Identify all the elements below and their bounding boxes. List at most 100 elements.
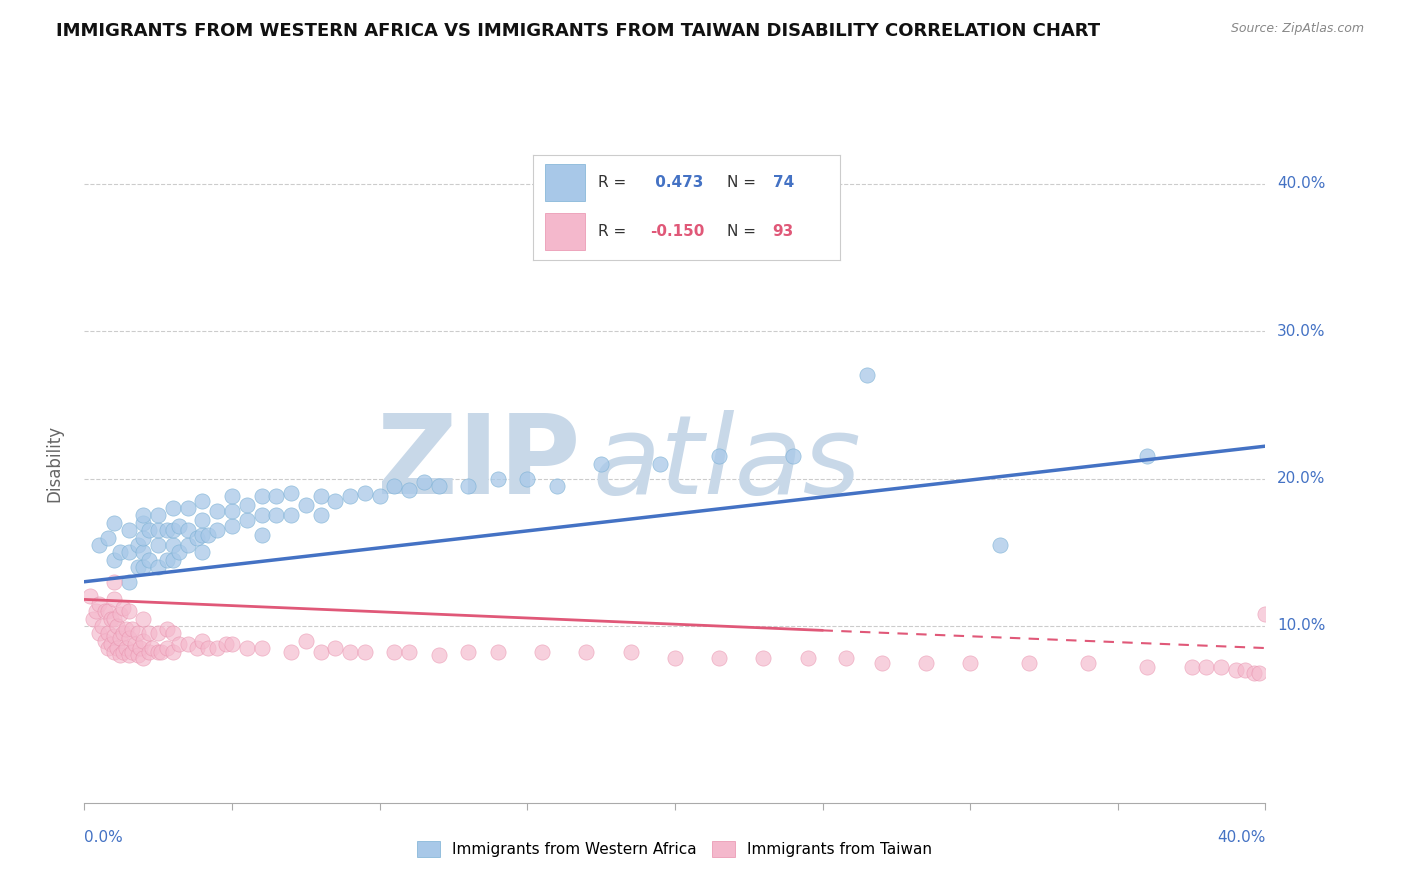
- Point: [197, 527, 219, 541]
- Point: [132, 516, 155, 530]
- Point: [1243, 666, 1265, 681]
- Text: Source: ZipAtlas.com: Source: ZipAtlas.com: [1230, 22, 1364, 36]
- Point: [354, 486, 377, 500]
- Point: [103, 629, 125, 643]
- Point: [1018, 656, 1040, 670]
- Text: N =: N =: [727, 224, 755, 239]
- Point: [221, 518, 243, 533]
- Point: [162, 501, 184, 516]
- FancyBboxPatch shape: [546, 213, 585, 250]
- Point: [127, 648, 149, 663]
- Point: [323, 641, 347, 656]
- Point: [516, 472, 538, 486]
- Point: [118, 574, 141, 589]
- Point: [148, 560, 170, 574]
- Text: 20.0%: 20.0%: [1277, 471, 1326, 486]
- Point: [148, 626, 170, 640]
- Point: [1180, 660, 1202, 674]
- Point: [148, 538, 170, 552]
- Point: [162, 552, 184, 566]
- Point: [121, 645, 143, 659]
- Point: [132, 531, 155, 545]
- Point: [162, 626, 184, 640]
- Point: [368, 489, 391, 503]
- Point: [148, 645, 170, 659]
- Point: [427, 648, 450, 663]
- Point: [103, 552, 125, 566]
- Point: [221, 637, 243, 651]
- Point: [914, 656, 936, 670]
- Point: [129, 641, 152, 656]
- Point: [191, 527, 214, 541]
- Point: [855, 368, 877, 383]
- Point: [264, 489, 288, 503]
- Point: [354, 645, 377, 659]
- Point: [138, 523, 160, 537]
- Point: [988, 538, 1011, 552]
- Point: [108, 631, 131, 645]
- Point: [427, 479, 450, 493]
- Text: R =: R =: [598, 224, 626, 239]
- Point: [486, 645, 509, 659]
- Point: [156, 622, 179, 636]
- Point: [177, 637, 200, 651]
- Text: N =: N =: [727, 175, 755, 190]
- Point: [264, 508, 288, 523]
- Point: [1136, 660, 1159, 674]
- Point: [118, 604, 141, 618]
- Point: [664, 651, 686, 665]
- Point: [167, 637, 190, 651]
- Point: [619, 645, 641, 659]
- Point: [309, 489, 332, 503]
- Text: R =: R =: [598, 175, 626, 190]
- Point: [132, 508, 155, 523]
- Point: [103, 516, 125, 530]
- Point: [382, 645, 406, 659]
- Point: [575, 645, 598, 659]
- Point: [138, 552, 160, 566]
- Point: [191, 493, 214, 508]
- Point: [138, 645, 160, 659]
- Point: [870, 656, 893, 670]
- Point: [398, 645, 420, 659]
- Point: [1254, 607, 1277, 622]
- Point: [167, 545, 190, 559]
- Point: [250, 527, 273, 541]
- Text: 93: 93: [773, 224, 794, 239]
- Point: [295, 498, 318, 512]
- Point: [191, 633, 214, 648]
- Point: [156, 641, 179, 656]
- Point: [796, 651, 818, 665]
- Point: [197, 641, 219, 656]
- Point: [280, 508, 302, 523]
- Point: [752, 651, 775, 665]
- Point: [132, 611, 155, 625]
- Point: [782, 450, 804, 464]
- Point: [413, 475, 436, 489]
- Point: [156, 523, 179, 537]
- Point: [111, 645, 134, 659]
- Text: 74: 74: [773, 175, 794, 190]
- Point: [1249, 666, 1271, 681]
- Text: 30.0%: 30.0%: [1277, 324, 1326, 339]
- Point: [118, 545, 141, 559]
- Point: [221, 489, 243, 503]
- Point: [97, 604, 120, 618]
- Point: [1195, 660, 1218, 674]
- Point: [235, 641, 259, 656]
- Point: [1077, 656, 1099, 670]
- Text: 0.0%: 0.0%: [84, 830, 124, 845]
- Point: [156, 552, 179, 566]
- Point: [215, 637, 238, 651]
- Point: [103, 592, 125, 607]
- Point: [323, 493, 347, 508]
- Point: [1225, 663, 1247, 677]
- Point: [382, 479, 406, 493]
- Point: [105, 641, 128, 656]
- Point: [105, 619, 128, 633]
- Point: [127, 560, 149, 574]
- Point: [148, 508, 170, 523]
- Point: [191, 513, 214, 527]
- Text: 10.0%: 10.0%: [1277, 618, 1326, 633]
- Point: [111, 626, 134, 640]
